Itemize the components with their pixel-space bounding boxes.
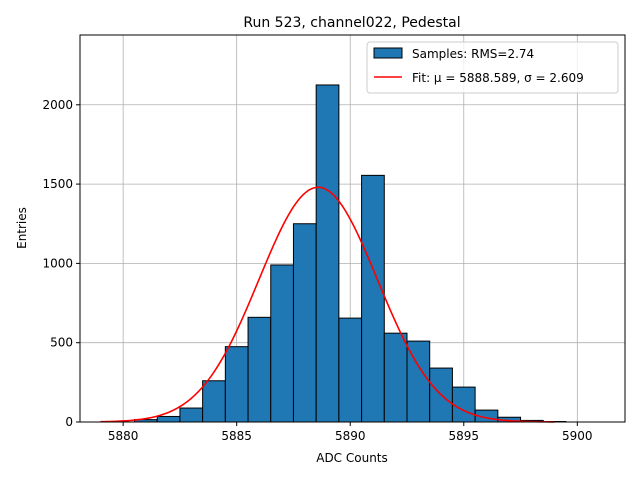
fit-curve [100,186,555,423]
plot-frame [79,34,626,423]
x-tick-label: 5900 [562,429,593,443]
legend: Samples: RMS=2.74 Fit: μ = 5888.589, σ =… [366,41,619,94]
histogram-bars [134,84,567,423]
x-tick-label: 5890 [335,429,366,443]
fit-curve-layer [100,186,555,423]
histogram-bar [202,380,226,423]
histogram-bar [361,174,385,423]
x-tick-label: 5895 [448,429,479,443]
x-axis-title: ADC Counts [316,451,388,465]
x-tick-label: 5880 [108,429,139,443]
histogram-bar [270,264,294,423]
y-tick-label: 2000 [42,98,73,112]
y-tick-label: 0 [65,415,73,429]
x-axis: 5880 5885 5890 5895 5900 [108,422,593,443]
histogram-bar [315,84,340,423]
y-tick-label: 500 [50,336,73,350]
histogram-bar [179,407,204,423]
legend-label-fit: Fit: μ = 5888.589, σ = 2.609 [412,71,584,85]
histogram-bar [247,316,272,423]
x-tick-label: 5885 [221,429,252,443]
histogram-bar [156,415,181,423]
chart-title: Run 523, channel022, Pedestal [243,15,460,31]
y-tick-label: 1500 [42,177,73,191]
y-axis-title: Entries [15,207,29,249]
legend-label-samples: Samples: RMS=2.74 [412,47,534,61]
histogram-bar [224,346,249,423]
legend-swatch-samples [373,47,403,59]
y-axis: 0 500 1000 1500 2000 [42,98,80,429]
histogram-bar [292,223,317,423]
legend-box [366,41,619,94]
y-tick-label: 1000 [42,256,73,270]
histogram-bar [451,386,476,423]
histogram-bar [338,317,363,423]
histogram-bar [383,332,408,423]
